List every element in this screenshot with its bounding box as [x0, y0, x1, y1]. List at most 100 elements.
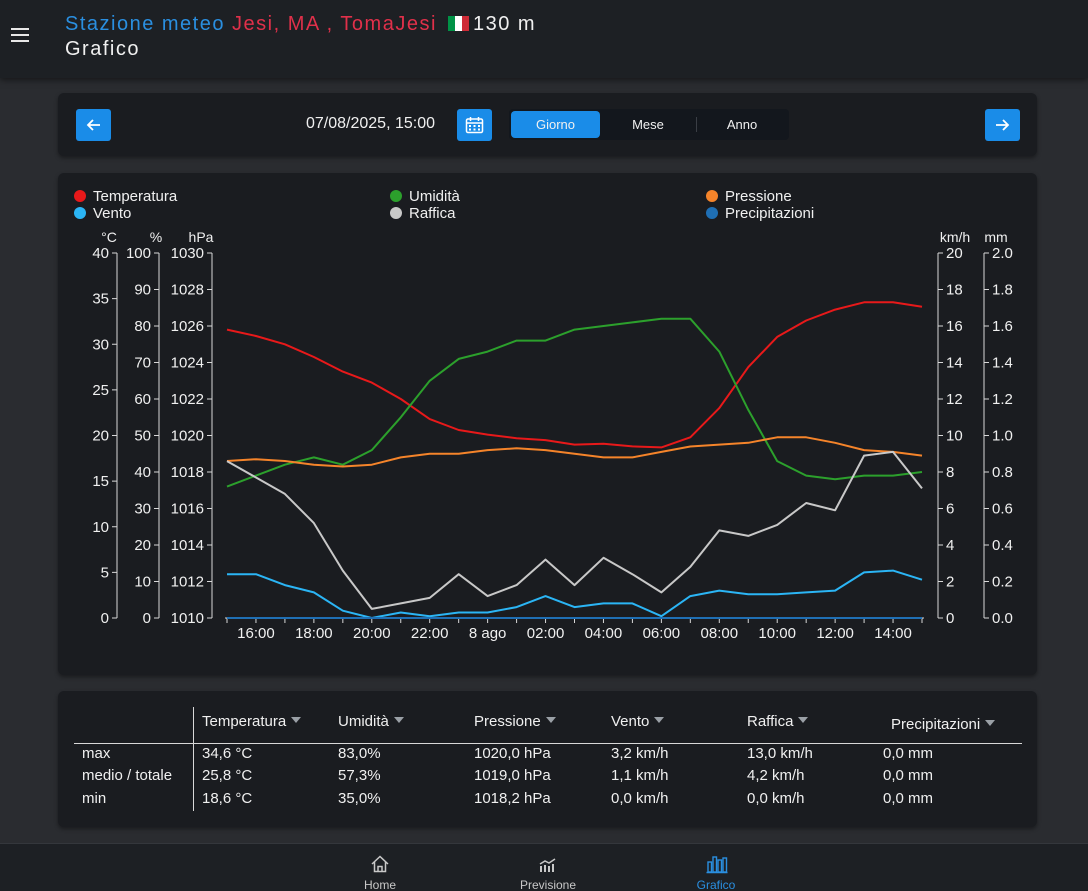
x-tick-label: 14:00	[874, 625, 912, 642]
legend-label-temperature: Temperatura	[93, 188, 178, 205]
menu-icon[interactable]	[8, 22, 34, 48]
series-line-pressione	[226, 436, 923, 468]
legend-label-precipitation: Precipitazioni	[725, 205, 815, 222]
row-label: min	[82, 790, 107, 807]
rain-tick-label: 1.0	[992, 428, 1013, 445]
table-cell: 0,0 mm	[883, 767, 934, 784]
wind-tick-label: 8	[946, 464, 954, 481]
date-navigation-card: 07/08/2025, 15:00 Giorno Mese Anno	[58, 93, 1037, 156]
sort-caret-icon	[798, 717, 809, 723]
legend-humidity[interactable]: Umidità	[390, 188, 460, 205]
pressure-tick-label: 1024	[171, 355, 204, 372]
temp-tick-label: 10	[92, 519, 109, 536]
period-year-tab[interactable]: Anno	[726, 117, 758, 132]
table-cell: 57,3%	[338, 767, 381, 784]
humidity-tick-label: 90	[134, 282, 151, 299]
temp-tick-label: 30	[92, 336, 109, 353]
pressure-tick-label: 1012	[171, 574, 204, 591]
period-month-tab[interactable]: Mese	[632, 117, 664, 132]
header-gust-label: Raffica	[747, 713, 794, 730]
rain-tick-label: 1.4	[992, 355, 1013, 372]
table-cell: 1020,0 hPa	[474, 745, 551, 762]
nav-forecast[interactable]: Previsione	[488, 844, 608, 891]
temp-tick-label: 25	[92, 382, 109, 399]
nav-forecast-label: Previsione	[519, 878, 577, 891]
calendar-button[interactable]	[457, 109, 492, 141]
chart-card: Temperatura Umidità Pressione Vento Raff…	[58, 173, 1037, 675]
sort-caret-icon	[393, 717, 404, 723]
nav-chart[interactable]: Grafico	[656, 844, 776, 891]
table-cell: 3,2 km/h	[611, 745, 669, 762]
legend-label-humidity: Umidità	[409, 188, 460, 205]
legend-wind[interactable]: Vento	[74, 205, 131, 222]
period-day-tab[interactable]: Giorno	[511, 111, 600, 138]
x-tick-label: 04:00	[585, 625, 623, 642]
rain-tick-label: 1.8	[992, 282, 1013, 299]
table-cell: 35,0%	[338, 790, 381, 807]
temp-tick-label: 20	[92, 428, 109, 445]
pressure-tick-label: 1026	[171, 318, 204, 335]
header-wind[interactable]: Vento	[611, 713, 665, 730]
series-line-umidità	[226, 317, 923, 488]
bar-chart-icon	[706, 856, 728, 874]
rain-tick-label: 1.2	[992, 391, 1013, 408]
next-button[interactable]	[985, 109, 1020, 141]
table-cell: 18,6 °C	[202, 790, 253, 807]
pressure-tick-label: 1020	[171, 428, 204, 445]
pressure-tick-label: 1030	[171, 245, 204, 262]
station-altitude: 130 m	[472, 13, 537, 35]
humidity-tick-label: 20	[134, 537, 151, 554]
x-tick-label: 8 ago	[469, 625, 507, 642]
legend-dot-gust	[390, 207, 402, 219]
wind-tick-label: 4	[946, 537, 954, 554]
x-tick-label: 20:00	[353, 625, 391, 642]
wind-tick-label: 14	[946, 355, 963, 372]
rain-tick-label: 0.4	[992, 537, 1013, 554]
stats-table-card: Temperatura Umidità Pressione Vento Raff…	[58, 691, 1037, 827]
arrow-left-icon	[86, 119, 100, 131]
wind-tick-label: 16	[946, 318, 963, 335]
legend-label-pressure: Pressione	[725, 188, 792, 205]
humidity-tick-label: 10	[134, 574, 151, 591]
wind-tick-label: 2	[946, 574, 954, 591]
x-tick-label: 08:00	[701, 625, 739, 642]
header-humidity[interactable]: Umidità	[338, 713, 404, 730]
nav-chart-label: Grafico	[696, 878, 736, 891]
wind-tick-label: 6	[946, 501, 954, 518]
series-line-temperatura	[226, 301, 923, 449]
pressure-tick-label: 1016	[171, 501, 204, 518]
x-tick-label: 16:00	[237, 625, 275, 642]
nav-home[interactable]: Home	[320, 844, 440, 891]
legend-dot-precipitation	[706, 207, 718, 219]
wind-tick-label: 10	[946, 428, 963, 445]
table-cell: 25,8 °C	[202, 767, 253, 784]
header-gust[interactable]: Raffica	[747, 713, 809, 730]
table-cell: 0,0 km/h	[747, 790, 805, 807]
rain-tick-label: 1.6	[992, 318, 1013, 335]
series-line-raffica	[226, 450, 923, 610]
temp-tick-label: 5	[101, 564, 109, 581]
legend-label-wind: Vento	[93, 205, 132, 222]
legend-temperature[interactable]: Temperatura	[74, 188, 177, 205]
header-pressure[interactable]: Pressione	[474, 713, 556, 730]
header-temperature-label: Temperatura	[202, 713, 287, 730]
header-temperature[interactable]: Temperatura	[202, 713, 302, 730]
x-tick-label: 18:00	[295, 625, 333, 642]
header-humidity-label: Umidità	[338, 713, 389, 730]
legend-gust[interactable]: Raffica	[390, 205, 455, 222]
rain-tick-label: 0.8	[992, 464, 1013, 481]
humidity-tick-label: 70	[134, 355, 151, 372]
selected-datetime: 07/08/2025, 15:00	[306, 115, 436, 132]
rain-tick-label: 0.2	[992, 574, 1013, 591]
sort-caret-icon	[654, 717, 665, 723]
sort-caret-icon	[545, 717, 556, 723]
humidity-tick-label: 30	[134, 501, 151, 518]
weather-chart: °C4035302520151050%100908070605040302010…	[92, 229, 1013, 642]
table-cell: 34,6 °C	[202, 745, 253, 762]
legend-precipitation[interactable]: Precipitazioni	[706, 205, 814, 222]
x-tick-label: 12:00	[816, 625, 854, 642]
previous-button[interactable]	[76, 109, 111, 141]
legend-pressure[interactable]: Pressione	[706, 188, 792, 205]
humidity-axis-unit: %	[150, 229, 162, 245]
header-precipitation[interactable]: Precipitazioni	[891, 716, 996, 733]
